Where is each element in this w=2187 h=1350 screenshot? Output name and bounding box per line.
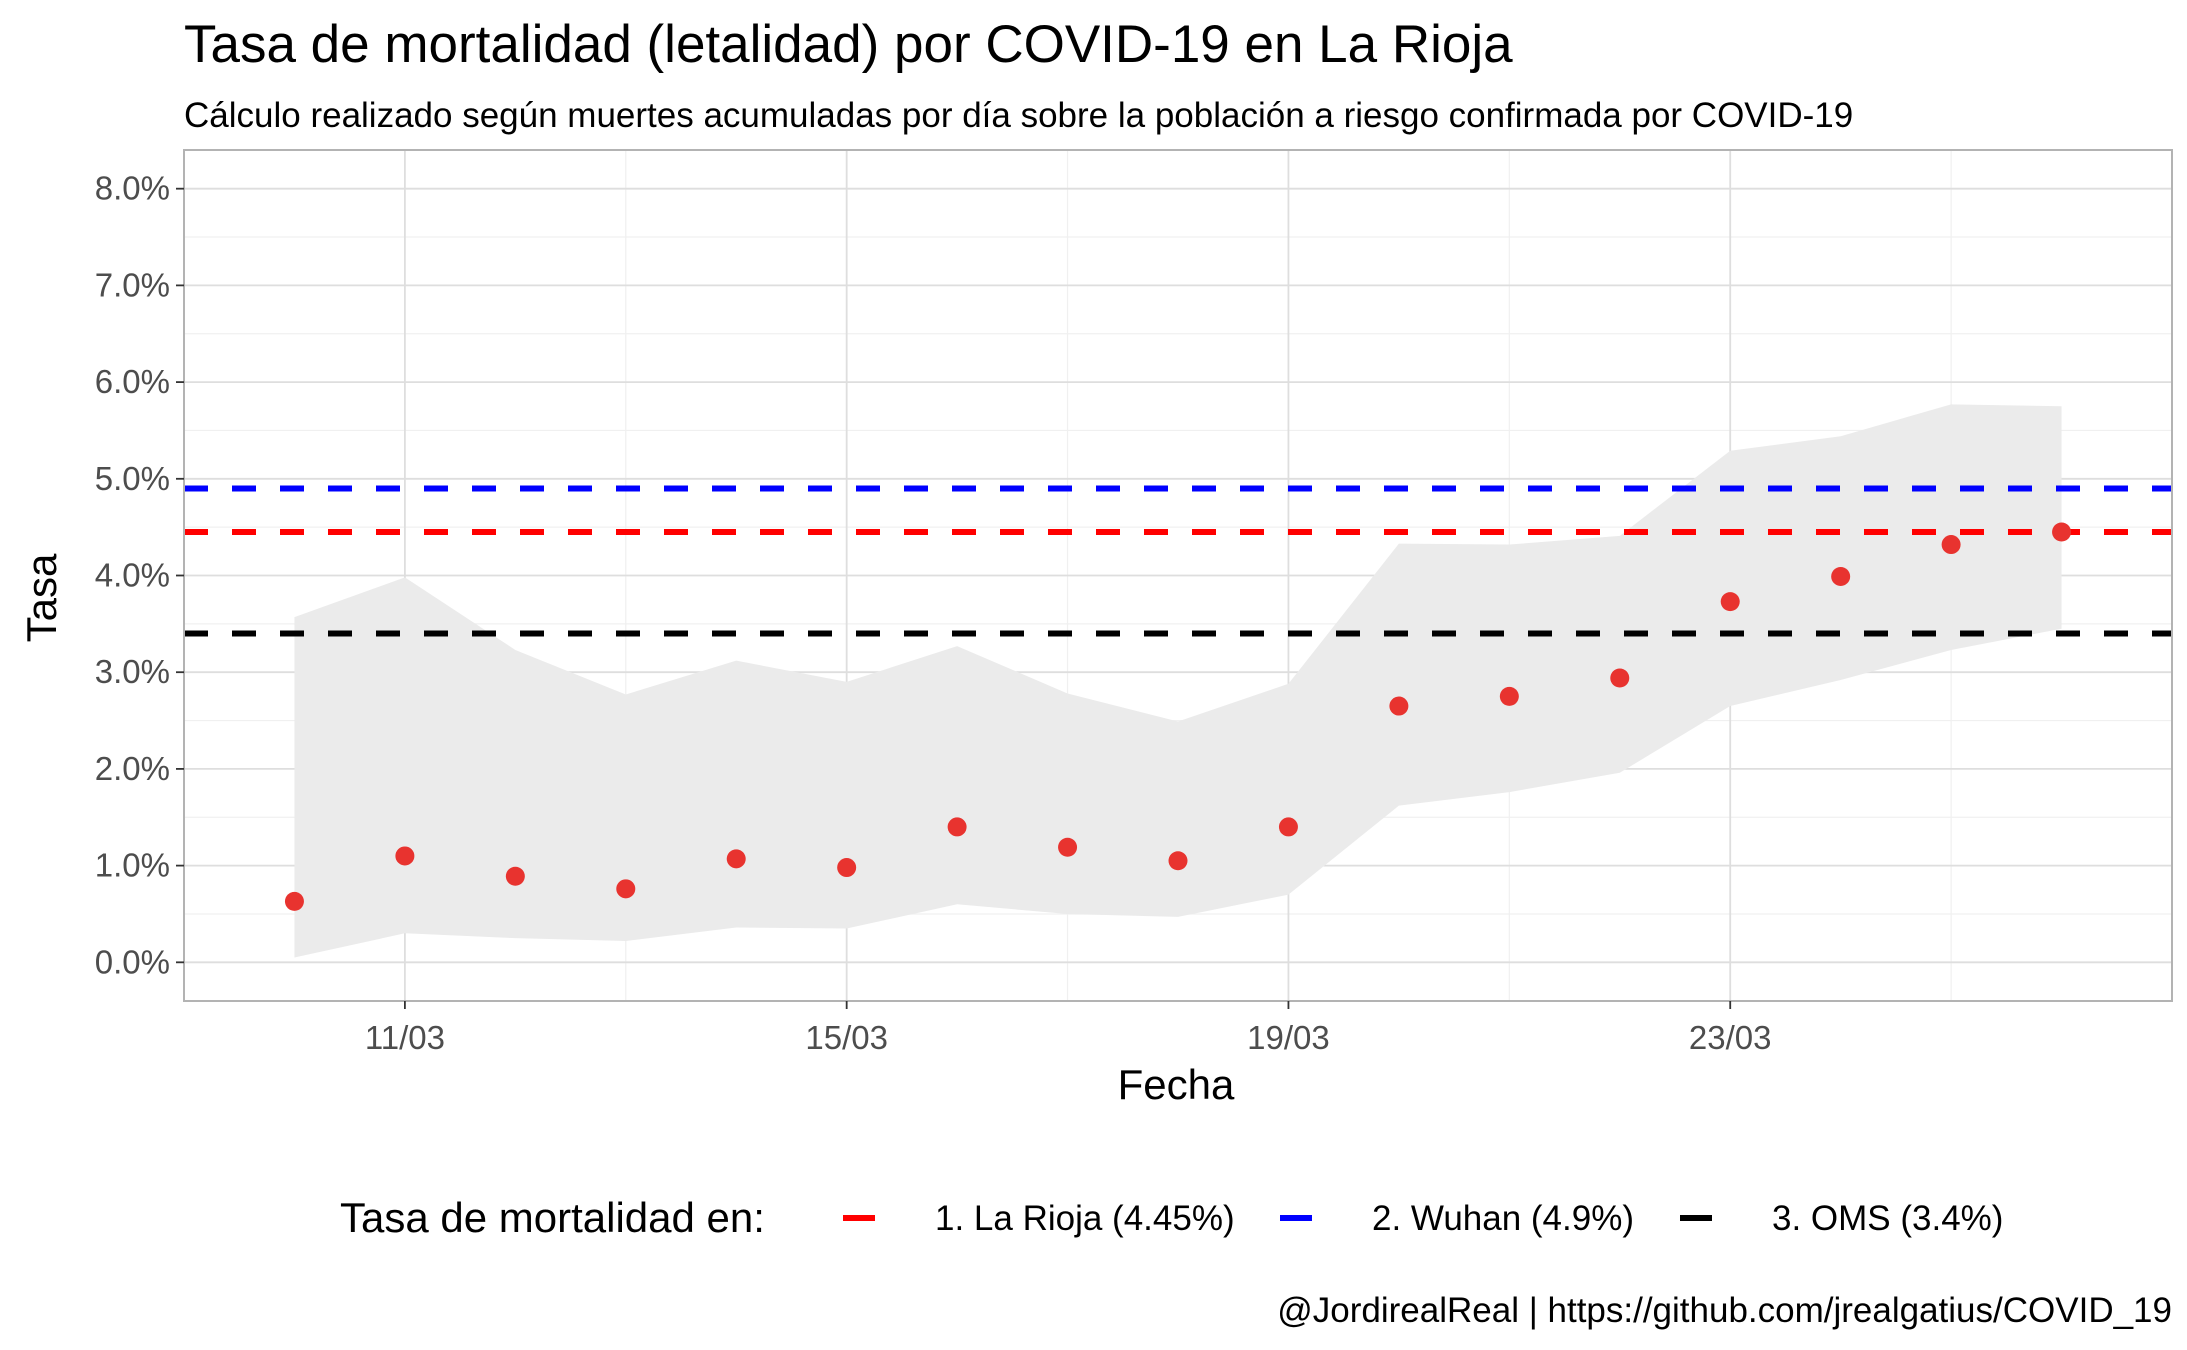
data-point [1831, 566, 1851, 586]
x-tick-label: 19/03 [1247, 1019, 1330, 1056]
data-point [947, 817, 967, 837]
data-point [837, 858, 857, 878]
data-point [505, 866, 525, 886]
y-tick-label: 2.0% [95, 750, 170, 787]
legend-title: Tasa de mortalidad en: [340, 1194, 765, 1241]
legend-label-3: 3. OMS (3.4%) [1772, 1199, 2003, 1238]
legend: Tasa de mortalidad en: 1. La Rioja (4.45… [340, 1194, 2003, 1241]
data-point [1058, 837, 1078, 857]
confidence-band [294, 404, 2062, 958]
data-point [2052, 522, 2072, 542]
y-axis-title: Tasa [18, 553, 65, 642]
caption: @JordirealReal | https://github.com/jrea… [1277, 1291, 2172, 1330]
data-point [726, 849, 746, 869]
y-tick-label: 6.0% [95, 363, 170, 400]
legend-label-2: 2. Wuhan (4.9%) [1372, 1199, 1634, 1238]
data-point [1278, 817, 1298, 837]
data-point [616, 879, 636, 899]
y-tick-label: 7.0% [95, 266, 170, 303]
data-point [284, 891, 304, 911]
data-point [1389, 696, 1409, 716]
y-tick-label: 5.0% [95, 460, 170, 497]
data-point [1610, 668, 1630, 688]
x-tick-label: 15/03 [805, 1019, 888, 1056]
y-tick-label: 8.0% [95, 170, 170, 207]
x-axis-title: Fecha [1118, 1061, 1235, 1108]
data-point [395, 846, 415, 866]
chart-subtitle: Cálculo realizado según muertes acumulad… [184, 96, 1853, 135]
x-tick-label: 11/03 [365, 1019, 445, 1056]
data-point [1941, 535, 1961, 555]
x-tick-label: 23/03 [1689, 1019, 1772, 1056]
plot-area: 0.0% 1.0% 2.0% 3.0% 4.0% 5.0% 6.0% 7.0% 8.0% 11/0… [95, 149, 2173, 1056]
data-point [1168, 851, 1188, 871]
y-tick-label: 0.0% [95, 943, 170, 980]
legend-label-1: 1. La Rioja (4.45%) [935, 1199, 1235, 1238]
data-point [1499, 686, 1519, 706]
chart-title: Tasa de mortalidad (letalidad) por COVID… [184, 15, 1513, 74]
y-tick-label: 4.0% [95, 557, 170, 594]
y-tick-label: 3.0% [95, 653, 170, 690]
y-tick-label: 1.0% [95, 847, 170, 884]
data-point [1720, 592, 1740, 612]
